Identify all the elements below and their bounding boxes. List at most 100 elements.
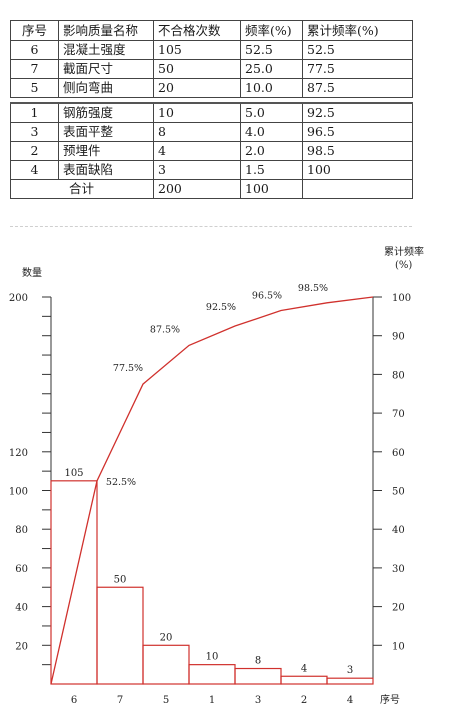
table-header-row: 序号 影响质量名称 不合格次数 频率(%) 累计频率(%) (10, 20, 413, 41)
table-cell: 3 (153, 160, 241, 180)
total-label: 合计 (10, 179, 154, 199)
right-tick-label: 20 (392, 603, 405, 614)
right-tick-label: 10 (392, 641, 405, 652)
separator-cell (10, 97, 413, 104)
bar (188, 664, 236, 685)
right-tick-label: 50 (392, 487, 405, 498)
category-label: 5 (163, 695, 169, 706)
category-label: 6 (71, 695, 77, 706)
category-label: 2 (301, 695, 307, 706)
data-table-container: 序号 影响质量名称 不合格次数 频率(%) 累计频率(%) 6 混凝土强度 10… (10, 20, 413, 199)
bar-value-label: 10 (206, 652, 219, 663)
table-cell: 4 (10, 160, 59, 180)
header-cell: 不合格次数 (153, 20, 241, 41)
bar-value-label: 3 (347, 665, 353, 676)
table-cell: 5 (10, 78, 59, 98)
table-cell: 2 (10, 141, 59, 161)
cumulative-label: 98.5% (298, 283, 328, 294)
total-count: 200 (153, 179, 241, 199)
category-label: 1 (209, 695, 215, 706)
right-axis: 10 20 30 40 50 60 70 80 90 100 (372, 293, 411, 684)
table-cell: 5.0 (240, 102, 303, 123)
bar-value-label: 4 (301, 663, 307, 674)
right-tick-label: 60 (392, 448, 405, 459)
bar (50, 480, 98, 685)
left-tick-label: 20 (15, 641, 28, 652)
table-cell: 20 (153, 78, 241, 98)
cumulative-label: 96.5% (252, 291, 282, 302)
left-tick-label: 40 (15, 603, 28, 614)
table-cell: 6 (10, 40, 59, 60)
right-tick-label: 90 (392, 332, 405, 343)
bar-value-label: 50 (114, 574, 127, 585)
table-cell: 87.5 (302, 78, 413, 98)
cumulative-label: 77.5% (113, 363, 143, 374)
bar-value-label: 8 (255, 656, 261, 667)
table-cell: 4.0 (240, 122, 303, 142)
bar (326, 677, 374, 685)
table-cell: 4 (153, 141, 241, 161)
header-cell: 累计频率(%) (302, 20, 413, 41)
left-axis: 20 40 60 80 100 120 200 (9, 293, 373, 685)
left-tick-label: 80 (15, 525, 28, 536)
table-row: 5 侧向弯曲 20 10.0 87.5 (10, 78, 413, 98)
table-cell: 1.5 (240, 160, 303, 180)
table-cell: 侧向弯曲 (58, 78, 154, 98)
header-cell: 频率(%) (240, 20, 303, 41)
table-cell: 混凝土强度 (58, 40, 154, 60)
table-cell (302, 179, 413, 199)
bar-value-label: 105 (64, 468, 83, 479)
table-total-row: 合计 200 100 (10, 179, 413, 199)
table-cell: 10.0 (240, 78, 303, 98)
bar (234, 667, 282, 685)
header-cell: 序号 (10, 20, 59, 41)
table-row: 6 混凝土强度 105 52.5 52.5 (10, 40, 413, 60)
right-tick-label: 70 (392, 409, 405, 420)
category-label: 4 (347, 695, 353, 706)
right-tick-label: 80 (392, 370, 405, 381)
table-cell: 2.0 (240, 141, 303, 161)
header-cell: 影响质量名称 (58, 20, 154, 41)
table-cell: 96.5 (302, 122, 413, 142)
divider (10, 226, 412, 227)
table-cell: 钢筋强度 (58, 102, 154, 123)
cumulative-label: 52.5% (106, 477, 136, 488)
category-label: 3 (255, 695, 261, 706)
bar-value-label: 20 (160, 632, 173, 643)
bar (96, 586, 144, 685)
table-row: 3 表面平整 8 4.0 96.5 (10, 122, 413, 142)
bar (280, 675, 328, 685)
table-cell: 截面尺寸 (58, 59, 154, 79)
table-cell: 98.5 (302, 141, 413, 161)
table-cell: 8 (153, 122, 241, 142)
cumulative-series-line (50, 296, 374, 685)
left-tick-label: 120 (9, 448, 28, 459)
right-axis-unit: (%) (395, 260, 412, 271)
x-axis-title: 序号 (380, 693, 400, 706)
table-cell: 表面平整 (58, 122, 154, 142)
right-tick-label: 30 (392, 564, 405, 575)
left-tick-label: 100 (9, 487, 28, 498)
table-cell: 77.5 (302, 59, 413, 79)
table-cell: 52.5 (240, 40, 303, 60)
left-axis-title: 数量 (22, 266, 42, 279)
table-row: 1 钢筋强度 10 5.0 92.5 (10, 102, 413, 123)
table-row: 2 预埋件 4 2.0 98.5 (10, 141, 413, 161)
table-separator (10, 97, 413, 104)
cumulative-label: 87.5% (150, 324, 180, 335)
data-table: 序号 影响质量名称 不合格次数 频率(%) 累计频率(%) 6 混凝土强度 10… (10, 20, 413, 199)
right-tick-label: 40 (392, 525, 405, 536)
table-cell: 表面缺陷 (58, 160, 154, 180)
table-cell: 92.5 (302, 102, 413, 123)
table-row: 7 截面尺寸 50 25.0 77.5 (10, 59, 413, 79)
cumulative-label: 92.5% (206, 302, 236, 313)
table-cell: 3 (10, 122, 59, 142)
data-labels: 105 6 50 7 20 5 10 1 8 3 4 2 3 4 52.5% 77.5% 87.5% 92.5% 9… (64, 283, 353, 706)
table-cell: 25.0 (240, 59, 303, 79)
table-cell: 52.5 (302, 40, 413, 60)
category-label: 7 (117, 695, 123, 706)
table-cell: 105 (153, 40, 241, 60)
bars (50, 480, 374, 685)
left-tick-label: 60 (15, 564, 28, 575)
